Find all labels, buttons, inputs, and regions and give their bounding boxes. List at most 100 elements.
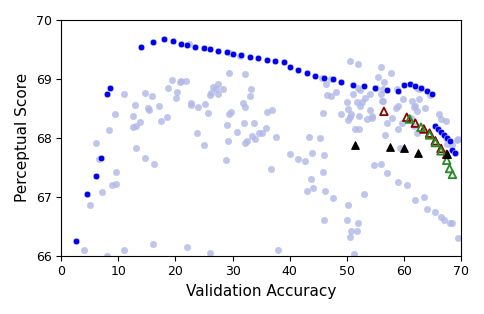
Point	[187, 103, 195, 108]
Point	[239, 101, 246, 106]
Point	[165, 86, 172, 91]
Point	[426, 133, 434, 138]
Point	[224, 122, 231, 127]
X-axis label: Validation Accuracy: Validation Accuracy	[186, 284, 336, 299]
Point	[378, 64, 385, 69]
Point	[415, 87, 423, 92]
Point	[417, 125, 425, 130]
Point	[305, 135, 313, 140]
Point	[258, 130, 266, 135]
Point	[200, 46, 208, 51]
Point	[169, 38, 177, 43]
Point	[437, 215, 445, 220]
Point	[151, 162, 158, 167]
Point	[383, 120, 391, 125]
Point	[411, 121, 419, 126]
Point	[454, 236, 462, 241]
Point	[446, 166, 454, 171]
Point	[400, 82, 408, 87]
Point	[172, 95, 180, 100]
Point	[206, 92, 213, 97]
Point	[320, 75, 328, 80]
Point	[437, 146, 445, 151]
Point	[403, 182, 410, 187]
Point	[182, 79, 190, 84]
Point	[274, 247, 282, 252]
Point	[222, 157, 230, 162]
Point	[268, 108, 275, 113]
Point	[437, 148, 445, 153]
Point	[183, 244, 191, 249]
Point	[323, 92, 331, 97]
Point	[193, 131, 200, 136]
Point	[243, 138, 251, 143]
Point	[370, 163, 378, 168]
Point	[286, 151, 294, 156]
Point	[442, 118, 450, 123]
Point	[149, 40, 156, 45]
Point	[426, 93, 434, 98]
Point	[272, 134, 280, 139]
Point	[112, 182, 120, 187]
Point	[204, 111, 212, 116]
Point	[380, 109, 388, 114]
Point	[453, 137, 461, 142]
Point	[431, 124, 439, 129]
Point	[417, 85, 425, 90]
Point	[400, 146, 408, 151]
Point	[223, 50, 231, 55]
Point	[155, 103, 163, 108]
Point	[120, 92, 128, 97]
Point	[187, 101, 195, 106]
Point	[426, 131, 434, 136]
Point	[157, 119, 165, 124]
Point	[319, 169, 327, 174]
Point	[214, 92, 222, 97]
Point	[229, 52, 237, 57]
Point	[420, 194, 428, 199]
Point	[206, 250, 213, 255]
Point	[413, 131, 421, 136]
Point	[107, 183, 115, 188]
Point	[437, 117, 445, 122]
Point	[173, 90, 181, 95]
Point	[413, 86, 421, 91]
Point	[132, 146, 140, 151]
Point	[440, 218, 448, 223]
Point	[103, 91, 111, 96]
Point	[80, 247, 88, 252]
Point	[214, 48, 222, 53]
Point	[236, 54, 244, 59]
Point	[368, 114, 376, 119]
Point	[361, 95, 369, 100]
Point	[407, 115, 415, 120]
Point	[353, 229, 361, 234]
Point	[129, 124, 137, 129]
Point	[374, 75, 381, 80]
Point	[98, 190, 106, 195]
Point	[354, 62, 362, 67]
Point	[349, 91, 357, 96]
Point	[372, 85, 380, 90]
Point	[379, 99, 387, 104]
Point	[423, 88, 431, 93]
Point	[195, 104, 202, 109]
Point	[443, 158, 451, 163]
Point	[351, 127, 359, 132]
Point	[303, 71, 311, 76]
Point	[388, 116, 395, 121]
Point	[394, 127, 402, 132]
Point	[386, 144, 393, 149]
Point	[383, 171, 391, 176]
Point	[348, 112, 355, 117]
Point	[227, 109, 234, 114]
Point	[97, 156, 105, 161]
Point	[307, 177, 315, 182]
Point	[286, 65, 294, 70]
Point	[337, 79, 345, 84]
Point	[344, 118, 352, 123]
Point	[346, 234, 354, 239]
Point	[207, 90, 215, 95]
Point	[318, 111, 326, 116]
Point	[178, 78, 185, 84]
